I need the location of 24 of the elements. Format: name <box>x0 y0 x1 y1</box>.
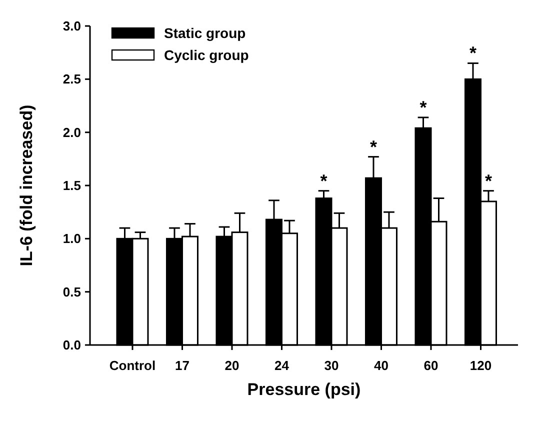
x-axis-title: Pressure (psi) <box>247 380 361 399</box>
x-tick-label: 30 <box>324 358 339 373</box>
y-axis-title: IL-6 (fold increased) <box>17 104 36 266</box>
annotation: * <box>469 43 476 64</box>
x-tick-label: 60 <box>424 358 438 373</box>
annotation: * <box>484 170 492 191</box>
y-tick-label: 0.0 <box>62 338 81 353</box>
annotation: * <box>420 97 427 118</box>
x-tick-label: Control <box>109 358 156 373</box>
y-tick-label: 1.0 <box>62 231 81 246</box>
y-tick-label: 2.5 <box>62 72 81 87</box>
x-tick-label: 120 <box>470 358 492 373</box>
annotation: * <box>370 136 377 157</box>
x-tick-label: 24 <box>274 358 290 373</box>
x-tick-label: 17 <box>175 358 190 373</box>
legend-label: Cyclic group <box>164 46 249 63</box>
y-tick-label: 3.0 <box>62 18 81 34</box>
y-tick-label: 0.5 <box>62 284 81 300</box>
annotation: * <box>320 170 328 191</box>
legend-label: Static group <box>164 24 246 41</box>
y-tick-label: 1.5 <box>62 178 81 194</box>
x-tick-label: 20 <box>224 358 240 373</box>
y-tick-label: 2.0 <box>62 124 81 140</box>
x-tick-label: 40 <box>374 358 388 373</box>
